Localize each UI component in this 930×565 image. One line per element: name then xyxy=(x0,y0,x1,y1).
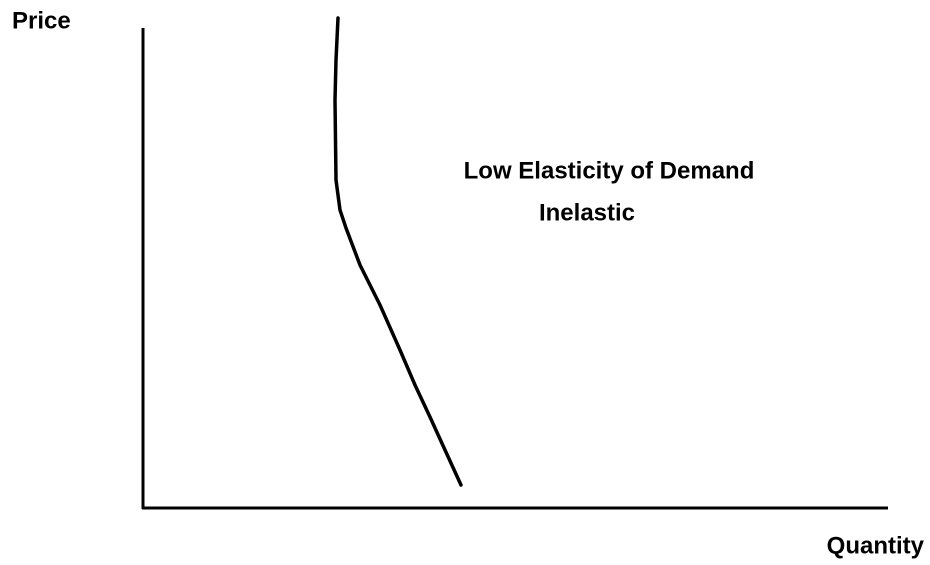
x-axis-label: Quantity xyxy=(827,532,925,559)
annotation-line: Low Elasticity of Demand xyxy=(464,157,755,184)
demand-curve xyxy=(333,16,463,487)
y-axis-label: Price xyxy=(12,7,71,34)
annotation-line: Inelastic xyxy=(539,199,635,226)
